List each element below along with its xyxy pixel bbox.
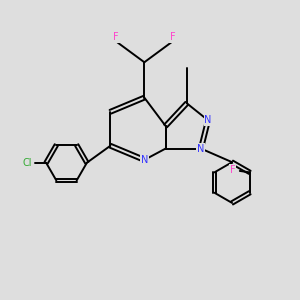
Text: F: F xyxy=(170,32,176,42)
Text: Cl: Cl xyxy=(22,158,32,168)
Text: N: N xyxy=(141,155,148,165)
Text: N: N xyxy=(204,115,212,125)
Text: F: F xyxy=(230,165,236,175)
Text: N: N xyxy=(197,144,205,154)
Text: F: F xyxy=(113,32,119,42)
